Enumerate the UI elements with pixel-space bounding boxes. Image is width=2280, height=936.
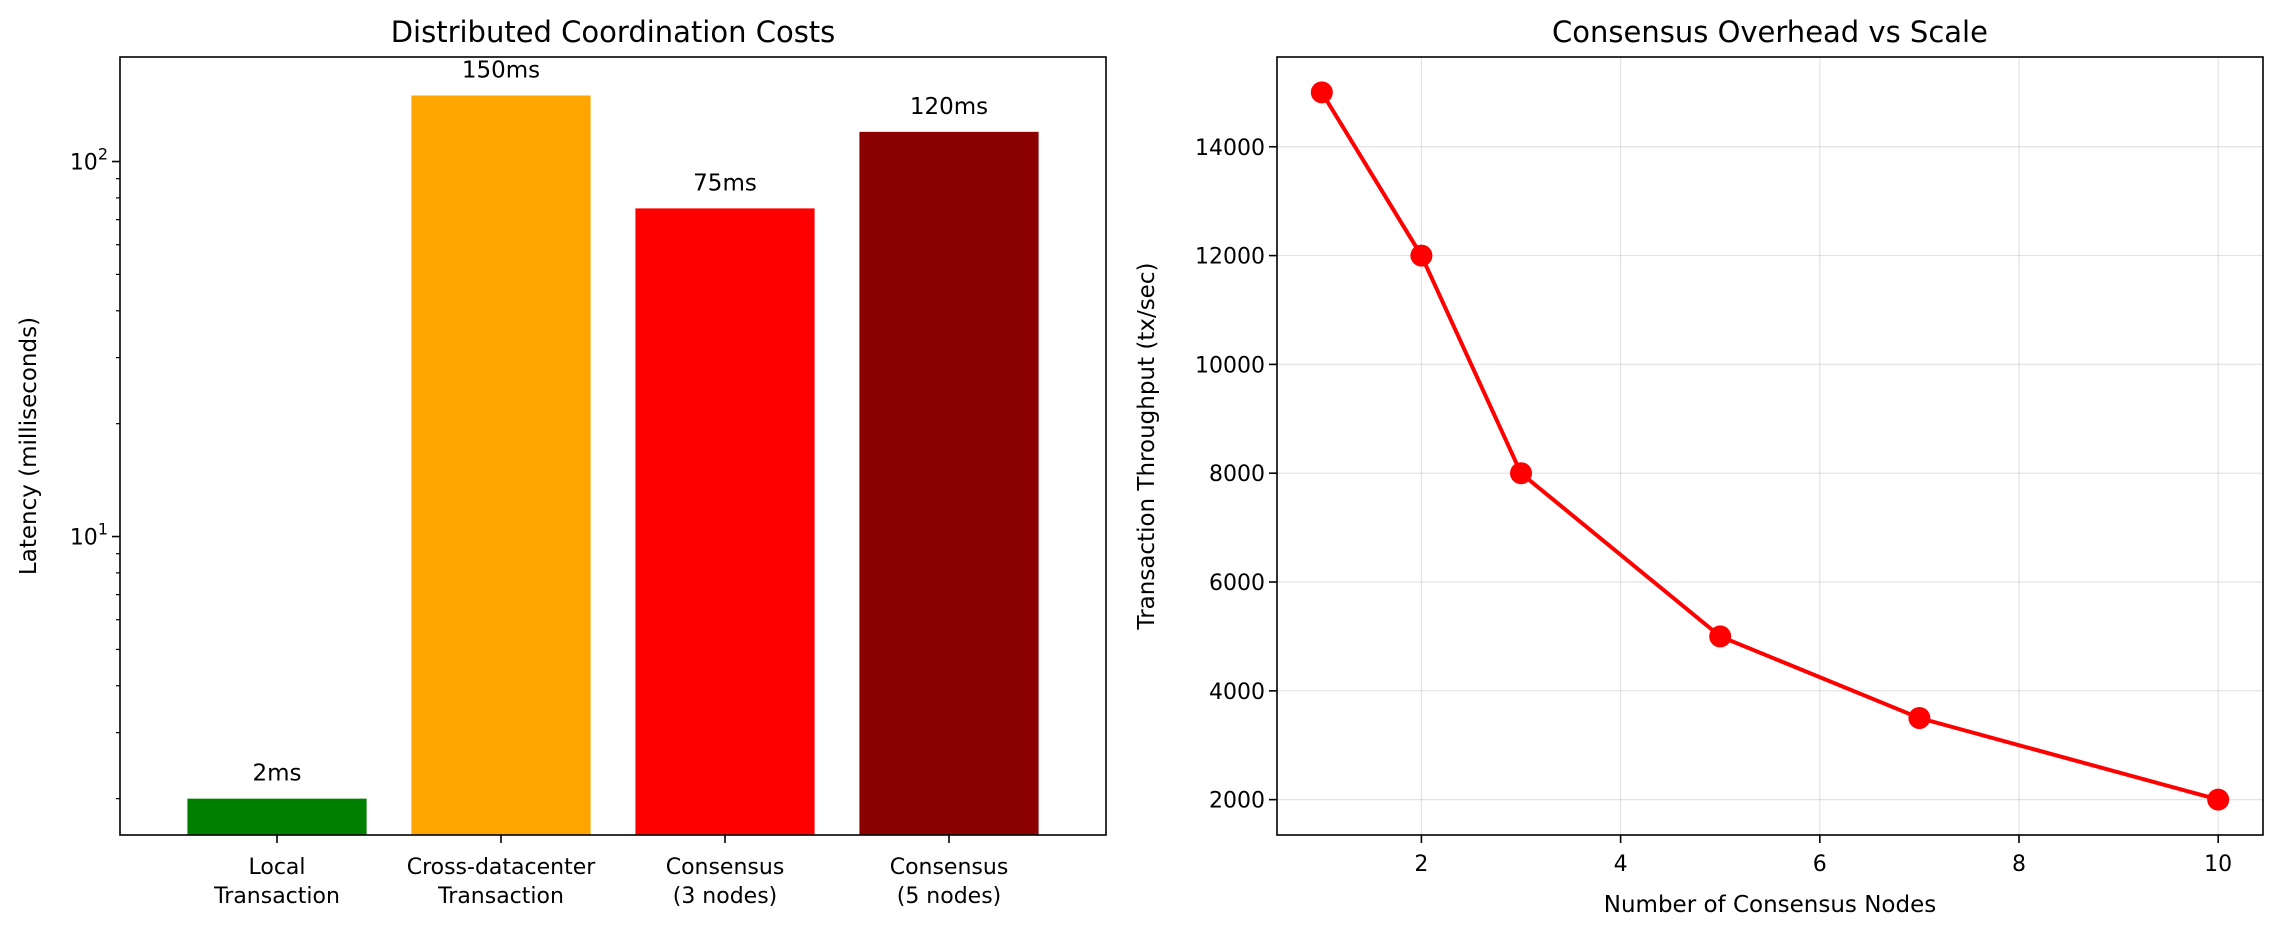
bar-chart: Distributed Coordination Costs Latency (… [16,15,1107,909]
line-point [1709,625,1732,648]
line-y-tick-label: 4000 [1209,680,1265,705]
bar-x-tick-label: Transaction [213,884,340,909]
line-x-tick-label: 6 [1813,852,1827,877]
bar [635,208,815,836]
line-x-tick-label: 2 [1414,852,1428,877]
bar-x-tick-label: Consensus [890,855,1009,880]
line-x-tick-label: 10 [2204,852,2232,877]
bar-y-tick-label: 101 [70,520,108,551]
bar-y-tick-label: 102 [70,145,108,176]
line-chart-x-axis-label: Number of Consensus Nodes [1604,892,1936,918]
bar-value-label: 2ms [252,761,301,787]
line-y-tick-label: 10000 [1195,353,1265,378]
line-chart-y-axis-label: Transaction Throughput (tx/sec) [1134,263,1160,631]
line-series [1320,91,2219,802]
line-y-tick-label: 14000 [1195,136,1265,161]
bar-chart-y-axis-label: Latency (milliseconds) [16,317,42,575]
bar-value-label: 75ms [693,170,757,196]
line-point [1410,244,1433,267]
line-chart-title: Consensus Overhead vs Scale [1552,15,1988,49]
bar [187,798,367,835]
line-chart-plot-frame [1276,56,2264,836]
bar-x-tick-label: (3 nodes) [673,884,778,909]
line-y-tick-label: 2000 [1209,789,1265,814]
line-y-tick-label: 12000 [1195,245,1265,270]
line-x-tick-label: 4 [1614,852,1628,877]
line-y-tick-label: 8000 [1209,462,1265,487]
bar-x-tick-label: Cross-datacenter [407,855,597,880]
line-chart: Consensus Overhead vs Scale Number of Co… [1134,15,2264,918]
bar-chart-title: Distributed Coordination Costs [391,15,836,49]
bar-x-tick-label: Local [248,855,305,880]
bar [411,95,591,835]
bar-x-tick-label: (5 nodes) [897,884,1002,909]
line-point [1908,707,1931,730]
bar-value-label: 120ms [910,94,988,120]
bar-x-tick-label: Transaction [437,884,564,909]
bar [859,131,1039,835]
line-point [2207,788,2230,811]
line-x-tick-label: 8 [2012,852,2026,877]
line-y-tick-label: 6000 [1209,571,1265,596]
bar-value-label: 150ms [462,57,540,83]
line-point [1510,462,1533,485]
line-point [1310,81,1333,104]
bar-chart-plot-frame [119,56,1107,836]
bar-x-tick-label: Consensus [666,855,785,880]
